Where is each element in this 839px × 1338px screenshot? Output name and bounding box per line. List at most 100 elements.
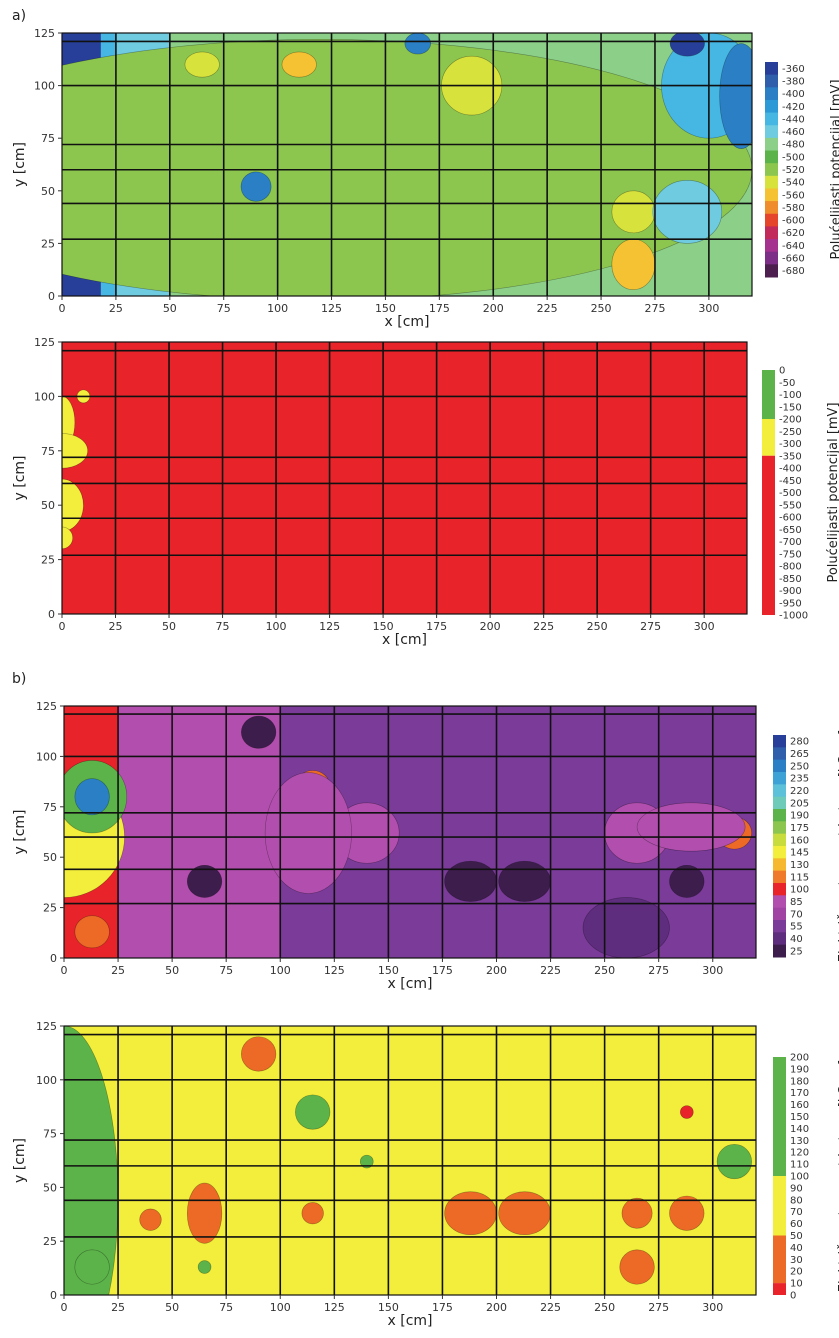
colorbar-tick-label: -560 [782, 190, 805, 201]
colorbar-tick-label: -100 [779, 390, 802, 401]
colorbar-tick-label: 55 [790, 922, 803, 933]
colorbar-tick-label: -360 [782, 64, 805, 75]
colorbar-swatch [765, 99, 778, 114]
x-tick-label: 0 [59, 620, 66, 633]
colorbar-tick-label: 200 [790, 1053, 809, 1064]
plot-frame [61, 32, 753, 297]
heatmap-contour [611, 190, 656, 234]
heatmap-contour [62, 39, 752, 296]
heatmap-contour [582, 897, 670, 958]
x-tick-label: 150 [378, 1301, 399, 1314]
colorbar-swatch [765, 87, 778, 101]
y-tick-label: 50 [43, 851, 57, 864]
heatmap-contour [197, 1260, 212, 1274]
colorbar-tick-label: 50 [790, 1231, 803, 1242]
colorbar-tick-label: -600 [782, 216, 805, 227]
colorbar-tick-label: -550 [779, 500, 802, 511]
x-tick-label: 125 [319, 620, 340, 633]
y-tick-label: 75 [43, 1128, 57, 1141]
heatmap-contour [74, 915, 110, 949]
colorbar-tick-label: -350 [779, 451, 802, 462]
x-tick-label: 200 [486, 1301, 507, 1314]
y-tick-label: 50 [41, 499, 55, 512]
x-tick-label: 225 [537, 302, 558, 315]
x-axis-label: x [cm] [388, 1313, 433, 1329]
colorbar-tick-label: -50 [779, 378, 795, 389]
y-axis-label: y [cm] [12, 810, 28, 855]
colorbar-tick-label: 150 [790, 1112, 809, 1123]
heatmap-contour [716, 1144, 752, 1180]
heatmap-field [62, 342, 747, 614]
chart-b2: 0 25 50 75 100 125 150 175 200 225 250 275 300025507… [12, 1020, 839, 1329]
colorbar-tick-label: -420 [782, 102, 805, 113]
colorbar-swatch [773, 747, 786, 761]
colorbar-tick-label: 80 [790, 1195, 803, 1206]
y-tick-label: 25 [41, 237, 55, 250]
colorbar: 2001901801701601501401301201101009080706… [773, 1053, 839, 1302]
x-tick-label: 175 [432, 964, 453, 977]
colorbar-swatch [765, 125, 778, 139]
colorbar-tick-label: 115 [790, 872, 809, 883]
colorbar-tick-label: 190 [790, 811, 809, 822]
heatmap-contour [404, 33, 432, 55]
colorbar-swatch [773, 735, 786, 748]
colorbar-band [773, 1283, 786, 1295]
colorbar-swatch [773, 846, 786, 859]
colorbar-tick-label: 25 [790, 946, 803, 957]
plot-frame [63, 705, 757, 959]
heatmap-contour [444, 1191, 497, 1236]
colorbar-tick-label: -600 [779, 513, 802, 524]
colorbar-band [773, 1057, 786, 1176]
colorbar-tick-label: -400 [782, 89, 805, 100]
colorbar-tick-label: 0 [779, 366, 785, 377]
heatmap-contour [680, 1105, 694, 1119]
colorbar-tick-label: 20 [790, 1267, 803, 1278]
x-tick-label: 275 [648, 964, 669, 977]
heatmap-contour [139, 1208, 162, 1231]
x-tick-label: 300 [702, 964, 723, 977]
y-tick-label: 0 [50, 1289, 57, 1302]
heatmap-background [62, 342, 747, 614]
colorbar-swatch [765, 163, 778, 177]
x-tick-label: 200 [480, 620, 501, 633]
colorbar-swatch [765, 188, 778, 202]
heatmap-contour [611, 238, 656, 290]
colorbar-swatch [765, 150, 778, 164]
colorbar-swatch [765, 201, 778, 215]
colorbar-tick-label: -650 [779, 525, 802, 536]
heatmap-contour [498, 1191, 551, 1236]
x-tick-label: 300 [702, 1301, 723, 1314]
colorbar-tick-label: -1000 [779, 611, 808, 622]
colorbar-tick-label: -380 [782, 76, 805, 87]
y-tick-label: 100 [36, 1074, 57, 1087]
colorbar-tick-label: -500 [779, 488, 802, 499]
colorbar: 0-50-100-150 -200-250-300-350 -400-450-500… [762, 366, 839, 622]
colorbar-tick-label: -580 [782, 203, 805, 214]
x-tick-label: 100 [267, 302, 288, 315]
y-tick-label: 125 [36, 700, 57, 713]
heatmap-contour [74, 778, 110, 816]
colorbar-tick-label: -640 [782, 241, 805, 252]
colorbar-tick-label: 160 [790, 835, 809, 846]
colorbar-tick-label: -620 [782, 228, 805, 239]
x-tick-label: 100 [266, 620, 287, 633]
chart-b1: 0 25 50 75 100 125 150 175 200 225 250 275 300 0 25 50 7… [12, 700, 839, 992]
y-tick-label: 100 [34, 80, 55, 93]
x-tick-label: 150 [375, 302, 396, 315]
colorbar-tick-label: 120 [790, 1148, 809, 1159]
colorbar-tick-label: -700 [779, 537, 802, 548]
colorbar-tick-label: -660 [782, 254, 805, 265]
x-tick-label: 225 [533, 620, 554, 633]
colorbar-tick-label: 60 [790, 1219, 803, 1230]
x-tick-label: 125 [321, 302, 342, 315]
heatmap-contour [186, 864, 223, 898]
heatmap-contour [444, 860, 497, 902]
heatmap-field [64, 1026, 756, 1295]
colorbar-tick-label: 140 [790, 1124, 809, 1135]
heatmap-contour [669, 1195, 705, 1231]
heatmap-contour [498, 860, 551, 902]
colorbar-tick-label: 160 [790, 1100, 809, 1111]
plots-group: 0 25 50 75 100 125 150 175 200 225 250 275 300025507… [12, 27, 839, 1329]
colorbar-band [762, 370, 775, 419]
colorbar-tick-label: -850 [779, 574, 802, 585]
